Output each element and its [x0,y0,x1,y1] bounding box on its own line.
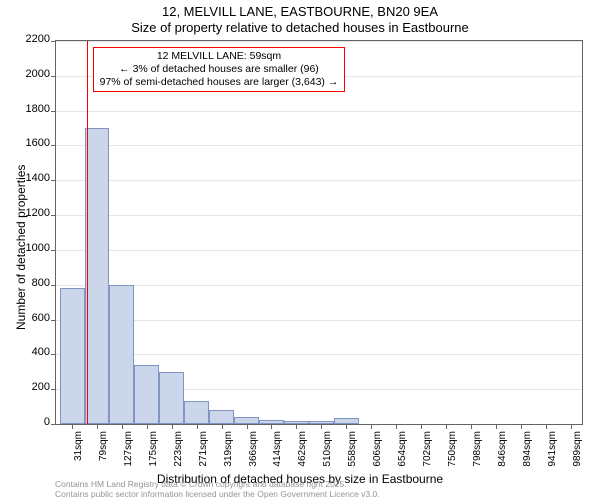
title-line2: Size of property relative to detached ho… [0,20,600,35]
gridline-h [56,41,582,42]
credit-line1: Contains HM Land Registry data © Crown c… [55,479,347,489]
xtick-label: 31sqm [73,431,84,471]
xtick-label: 462sqm [297,431,308,471]
ytick-label: 1200 [10,207,50,219]
histogram-bar [60,288,85,424]
xtick-mark [72,424,73,429]
xtick-label: 894sqm [522,431,533,471]
xtick-label: 606sqm [372,431,383,471]
ytick-label: 2000 [10,68,50,80]
ytick-label: 1600 [10,137,50,149]
ytick-mark [51,320,56,321]
xtick-label: 558sqm [347,431,358,471]
xtick-label: 366sqm [248,431,259,471]
ytick-mark [51,215,56,216]
xtick-label: 702sqm [422,431,433,471]
xtick-label: 798sqm [472,431,483,471]
histogram-bar [109,285,134,424]
ytick-label: 1000 [10,242,50,254]
gridline-h [56,285,582,286]
xtick-mark [321,424,322,429]
xtick-label: 750sqm [447,431,458,471]
histogram-bar [234,417,259,424]
xtick-mark [122,424,123,429]
annotation-line2: ← 3% of detached houses are smaller (96) [119,63,319,75]
gridline-h [56,250,582,251]
xtick-label: 846sqm [497,431,508,471]
ytick-mark [51,76,56,77]
ytick-mark [51,424,56,425]
ytick-label: 1400 [10,172,50,184]
ytick-label: 200 [10,381,50,393]
annotation-line3: 97% of semi-detached houses are larger (… [100,76,339,88]
xtick-label: 414sqm [272,431,283,471]
xtick-mark [271,424,272,429]
credit-line2: Contains public sector information licen… [55,489,380,499]
xtick-mark [546,424,547,429]
ytick-mark [51,389,56,390]
xtick-label: 941sqm [547,431,558,471]
xtick-mark [521,424,522,429]
histogram-bar [85,128,110,424]
gridline-h [56,320,582,321]
xtick-label: 271sqm [198,431,209,471]
ytick-mark [51,250,56,251]
ytick-label: 400 [10,346,50,358]
xtick-label: 79sqm [98,431,109,471]
xtick-mark [346,424,347,429]
ytick-mark [51,111,56,112]
xtick-mark [446,424,447,429]
xtick-mark [421,424,422,429]
marker-line [87,41,88,424]
ytick-label: 1800 [10,103,50,115]
ytick-label: 600 [10,312,50,324]
credit-text: Contains HM Land Registry data © Crown c… [55,480,380,500]
xtick-mark [396,424,397,429]
ytick-label: 2200 [10,33,50,45]
title-line1: 12, MELVILL LANE, EASTBOURNE, BN20 9EA [0,4,600,19]
xtick-label: 127sqm [123,431,134,471]
ytick-mark [51,41,56,42]
ytick-mark [51,145,56,146]
xtick-mark [147,424,148,429]
ytick-mark [51,354,56,355]
histogram-bar [159,372,184,424]
annotation-box: 12 MELVILL LANE: 59sqm← 3% of detached h… [93,47,346,92]
histogram-bar [134,365,159,424]
xtick-mark [197,424,198,429]
xtick-mark [172,424,173,429]
xtick-mark [222,424,223,429]
xtick-label: 989sqm [572,431,583,471]
gridline-h [56,215,582,216]
xtick-label: 223sqm [173,431,184,471]
xtick-mark [296,424,297,429]
xtick-label: 319sqm [223,431,234,471]
xtick-mark [571,424,572,429]
histogram-bar [209,410,234,424]
xtick-label: 654sqm [397,431,408,471]
ytick-mark [51,285,56,286]
xtick-mark [97,424,98,429]
ytick-label: 800 [10,277,50,289]
xtick-mark [496,424,497,429]
xtick-mark [247,424,248,429]
ytick-label: 0 [10,416,50,428]
histogram-bar [184,401,209,424]
xtick-mark [371,424,372,429]
gridline-h [56,354,582,355]
chart-plot-area: 12 MELVILL LANE: 59sqm← 3% of detached h… [55,40,583,425]
annotation-line1: 12 MELVILL LANE: 59sqm [157,50,281,62]
xtick-label: 175sqm [148,431,159,471]
gridline-h [56,180,582,181]
gridline-h [56,145,582,146]
xtick-mark [471,424,472,429]
ytick-mark [51,180,56,181]
xtick-label: 510sqm [322,431,333,471]
gridline-h [56,111,582,112]
